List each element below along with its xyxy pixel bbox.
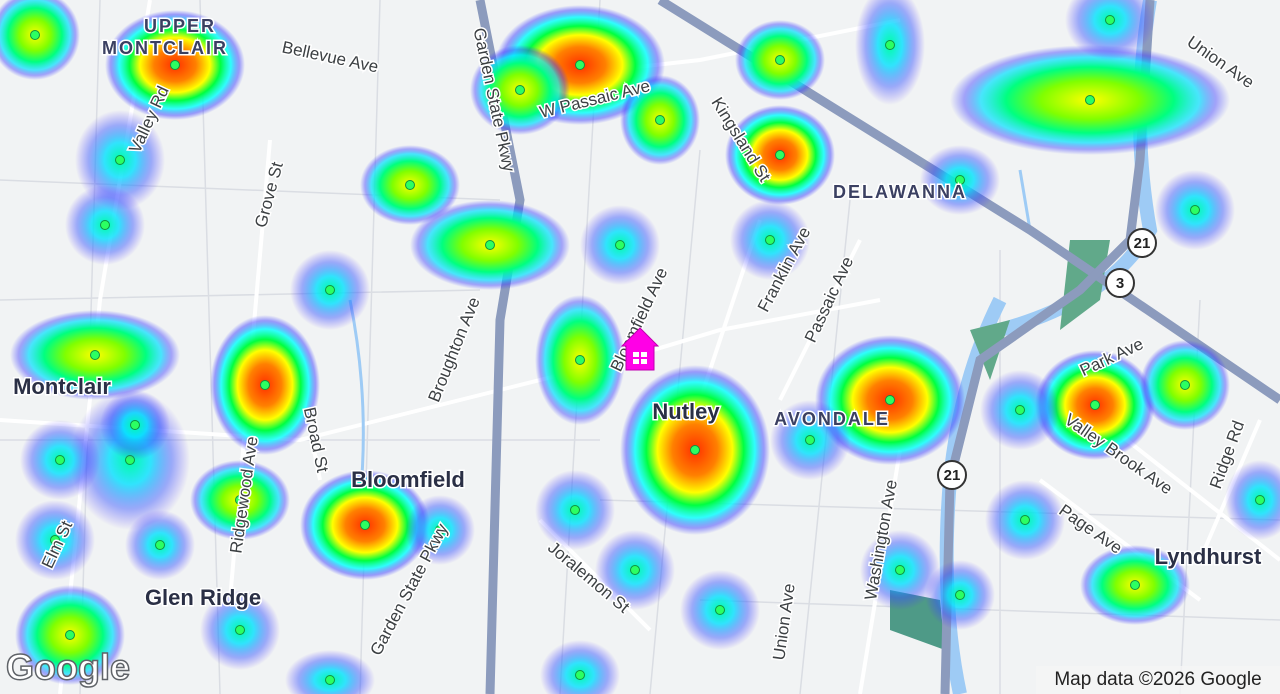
data-point bbox=[895, 565, 905, 575]
data-point bbox=[1105, 15, 1115, 25]
data-point bbox=[30, 30, 40, 40]
attribution: Map data ©2026 Google bbox=[1054, 669, 1261, 690]
route-shield bbox=[1105, 268, 1135, 298]
place-label: Glen Ridge bbox=[145, 585, 261, 610]
data-point bbox=[1015, 405, 1025, 415]
attribution-bg bbox=[1036, 666, 1280, 694]
data-point bbox=[1090, 400, 1100, 410]
heat-blob bbox=[1225, 460, 1280, 540]
data-point bbox=[630, 565, 640, 575]
heat-blob bbox=[0, 0, 80, 80]
data-point bbox=[575, 355, 585, 365]
heat-blob bbox=[855, 0, 925, 105]
place-label: AVONDALE bbox=[774, 409, 890, 429]
data-point bbox=[805, 435, 815, 445]
data-point bbox=[575, 60, 585, 70]
place-label: MONTCLAIR bbox=[102, 38, 228, 58]
data-point bbox=[515, 85, 525, 95]
data-point bbox=[1255, 495, 1265, 505]
heat-blob bbox=[540, 640, 620, 694]
data-point bbox=[765, 235, 775, 245]
data-point bbox=[955, 590, 965, 600]
data-point bbox=[655, 115, 665, 125]
data-point bbox=[50, 535, 60, 545]
data-point bbox=[885, 40, 895, 50]
place-label: Nutley bbox=[652, 399, 720, 424]
route-shield bbox=[937, 460, 967, 490]
data-point bbox=[775, 55, 785, 65]
data-point bbox=[55, 455, 65, 465]
data-point bbox=[170, 60, 180, 70]
data-point bbox=[885, 395, 895, 405]
route-shield bbox=[1127, 228, 1157, 258]
place-label: Bloomfield bbox=[351, 467, 465, 492]
data-point bbox=[690, 445, 700, 455]
logo: Google bbox=[6, 647, 130, 688]
data-point bbox=[1190, 205, 1200, 215]
data-point bbox=[360, 520, 370, 530]
data-point bbox=[955, 175, 965, 185]
data-point bbox=[570, 505, 580, 515]
data-point bbox=[1020, 515, 1030, 525]
data-point bbox=[260, 380, 270, 390]
route-number: 21 bbox=[1134, 235, 1151, 252]
data-point bbox=[235, 625, 245, 635]
data-point bbox=[435, 525, 445, 535]
data-point bbox=[1180, 380, 1190, 390]
data-point bbox=[485, 240, 495, 250]
data-point bbox=[1085, 95, 1095, 105]
data-point bbox=[90, 350, 100, 360]
data-point bbox=[100, 220, 110, 230]
data-point bbox=[325, 285, 335, 295]
place-label: Lyndhurst bbox=[1155, 544, 1262, 569]
data-point bbox=[715, 605, 725, 615]
place-label: UPPER bbox=[144, 16, 216, 36]
data-point bbox=[615, 240, 625, 250]
data-point bbox=[325, 675, 335, 685]
data-point bbox=[575, 670, 585, 680]
data-point bbox=[775, 150, 785, 160]
data-point bbox=[65, 630, 75, 640]
data-point bbox=[155, 540, 165, 550]
heat-blob bbox=[1065, 0, 1155, 60]
data-point bbox=[130, 420, 140, 430]
place-label: Montclair bbox=[13, 374, 111, 399]
heat-blob bbox=[285, 650, 375, 694]
place-label: DELAWANNA bbox=[833, 182, 967, 202]
data-point bbox=[115, 155, 125, 165]
route-number: 3 bbox=[1116, 275, 1124, 292]
data-point bbox=[1130, 580, 1140, 590]
data-point bbox=[235, 495, 245, 505]
route-number: 21 bbox=[944, 467, 961, 484]
home-marker[interactable] bbox=[620, 327, 660, 371]
data-point bbox=[405, 180, 415, 190]
